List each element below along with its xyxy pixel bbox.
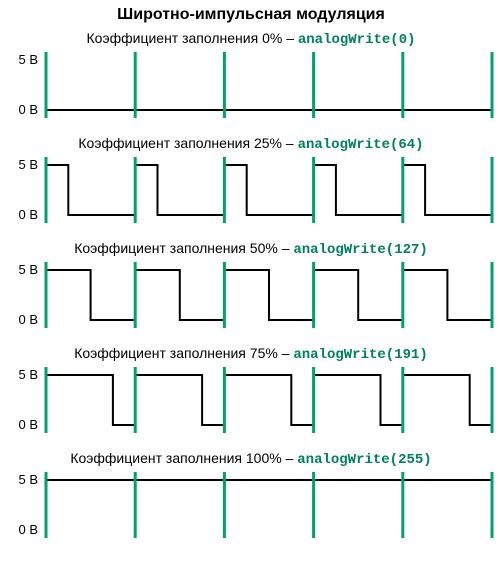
duty-caption-code: analogWrite(255) bbox=[297, 452, 431, 468]
y-label-low: 0 В bbox=[0, 207, 38, 222]
wave-container bbox=[46, 260, 492, 335]
duty-caption-text: Коэффициент заполнения 100% – bbox=[70, 450, 297, 466]
duty-caption: Коэффициент заполнения 50% – analogWrite… bbox=[0, 240, 502, 258]
duty-caption: Коэффициент заполнения 0% – analogWrite(… bbox=[0, 30, 502, 48]
wave-container bbox=[46, 365, 492, 440]
duty-caption-code: analogWrite(0) bbox=[298, 32, 416, 48]
wave-container bbox=[46, 50, 492, 125]
duty-caption-text: Коэффициент заполнения 0% – bbox=[87, 30, 298, 46]
duty-caption-text: Коэффициент заполнения 75% – bbox=[74, 345, 293, 361]
y-label-low: 0 В bbox=[0, 312, 38, 327]
wave-container bbox=[46, 155, 492, 230]
duty-caption-text: Коэффициент заполнения 25% – bbox=[78, 135, 297, 151]
pwm-waveform bbox=[46, 470, 492, 540]
y-label-low: 0 В bbox=[0, 417, 38, 432]
duty-caption-code: analogWrite(64) bbox=[298, 137, 424, 153]
duty-caption: Коэффициент заполнения 100% – analogWrit… bbox=[0, 450, 502, 468]
y-label-high: 5 В bbox=[0, 157, 38, 172]
y-label-low: 0 В bbox=[0, 102, 38, 117]
y-label-high: 5 В bbox=[0, 367, 38, 382]
duty-caption-code: analogWrite(191) bbox=[293, 347, 427, 363]
wave-container bbox=[46, 470, 492, 545]
duty-caption-text: Коэффициент заполнения 50% – bbox=[74, 240, 293, 256]
waveform-path bbox=[46, 270, 492, 320]
waveform-path bbox=[46, 375, 492, 425]
duty-caption: Коэффициент заполнения 25% – analogWrite… bbox=[0, 135, 502, 153]
y-label-high: 5 В bbox=[0, 262, 38, 277]
duty-caption: Коэффициент заполнения 75% – analogWrite… bbox=[0, 345, 502, 363]
pwm-waveform bbox=[46, 260, 492, 330]
pwm-waveform bbox=[46, 155, 492, 225]
waveform-path bbox=[46, 165, 492, 215]
y-label-high: 5 В bbox=[0, 472, 38, 487]
pwm-waveform bbox=[46, 365, 492, 435]
duty-caption-code: analogWrite(127) bbox=[293, 242, 427, 258]
y-label-low: 0 В bbox=[0, 522, 38, 537]
page-title: Широтно-импульсная модуляция bbox=[0, 6, 502, 24]
pwm-waveform bbox=[46, 50, 492, 120]
y-label-high: 5 В bbox=[0, 52, 38, 67]
